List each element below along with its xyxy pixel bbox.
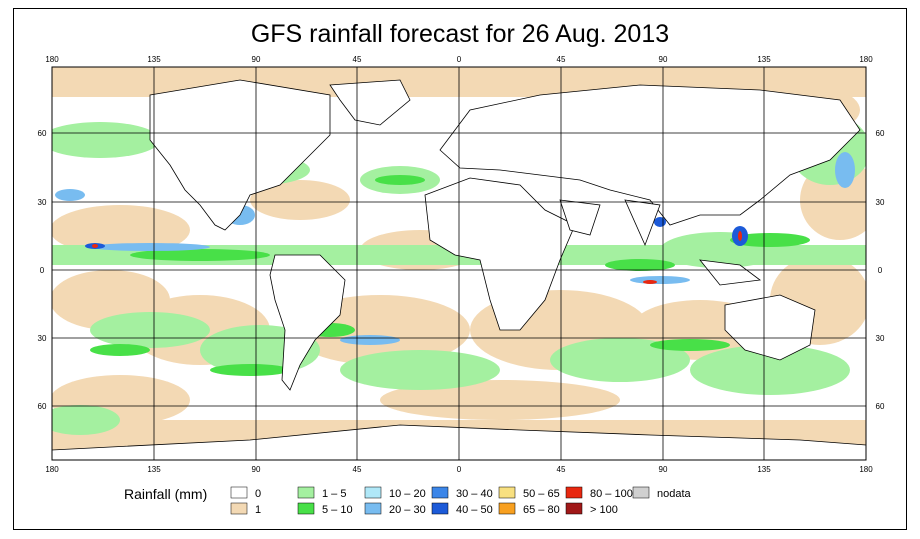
lon-top-label: 180 [859, 55, 873, 64]
legend-label: 50 – 65 [523, 488, 560, 500]
rain-20-30mm-areas [55, 152, 855, 345]
lon-bottom-label: 90 [252, 465, 261, 474]
south-america [269, 254, 346, 391]
legend-swatch [431, 486, 449, 499]
legend-label: 20 – 30 [389, 504, 426, 516]
legend-label: 0 [255, 488, 261, 500]
lat-right-label: 0 [878, 266, 883, 275]
lon-top-label: 90 [252, 55, 261, 64]
legend-swatch [498, 502, 516, 515]
lat-left-labels: 60 30 0 30 60 [38, 129, 47, 411]
legend-swatch [297, 502, 315, 515]
lon-top-label: 45 [557, 55, 566, 64]
legend-swatch [565, 502, 583, 515]
lon-top-label: 90 [659, 55, 668, 64]
legend-label: nodata [657, 488, 692, 500]
legend-swatch [230, 486, 248, 499]
lon-top-labels: 180 135 90 45 0 45 90 135 180 [45, 55, 873, 64]
arabia [559, 199, 601, 236]
lat-right-label: 60 [876, 129, 885, 138]
legend-label: 30 – 40 [456, 488, 493, 500]
map-border [51, 66, 867, 461]
lon-bottom-label: 180 [859, 465, 873, 474]
legend-label: 5 – 10 [322, 504, 353, 516]
lat-left-label: 30 [38, 198, 47, 207]
map-title: GFS rainfall forecast for 26 Aug. 2013 [250, 20, 670, 48]
india [624, 199, 661, 247]
lon-top-label: 180 [45, 55, 59, 64]
legend-label: 10 – 20 [389, 488, 426, 500]
legend-label: > 100 [590, 504, 618, 516]
lat-left-label: 60 [38, 129, 47, 138]
australia [724, 294, 816, 361]
continents [52, 79, 866, 460]
lon-bottom-label: 135 [147, 465, 161, 474]
lon-bottom-label: 45 [353, 465, 362, 474]
lon-bottom-labels: 180 135 90 45 0 45 90 135 180 [45, 465, 873, 474]
lat-right-label: 60 [876, 402, 885, 411]
lat-right-labels: 60 30 0 30 60 [876, 129, 885, 411]
legend-swatch [498, 486, 516, 499]
lon-top-label: 135 [757, 55, 771, 64]
lon-top-label: 0 [457, 55, 462, 64]
lon-bottom-label: 0 [457, 465, 462, 474]
lon-bottom-label: 90 [659, 465, 668, 474]
graticule [52, 67, 866, 460]
lon-bottom-label: 45 [557, 465, 566, 474]
legend-swatch [431, 502, 449, 515]
lat-left-label: 60 [38, 402, 47, 411]
greenland [329, 79, 411, 126]
rain-5-10mm-areas [90, 175, 810, 376]
legend-label: 65 – 80 [523, 504, 560, 516]
legend-swatch [230, 502, 248, 515]
lon-bottom-label: 180 [45, 465, 59, 474]
eurasia [439, 84, 861, 226]
lat-left-label: 0 [40, 266, 45, 275]
legend-label: 40 – 50 [456, 504, 493, 516]
legend-label: 80 – 100 [590, 488, 633, 500]
legend-swatch [364, 502, 382, 515]
lon-top-label: 45 [353, 55, 362, 64]
lat-right-label: 30 [876, 334, 885, 343]
legend-swatch [364, 486, 382, 499]
north-america [149, 79, 331, 231]
legend-swatch [297, 486, 315, 499]
lon-top-label: 135 [147, 55, 161, 64]
rain-80-100mm-areas [92, 231, 742, 284]
legend-label: 1 – 5 [322, 488, 346, 500]
lat-left-label: 30 [38, 334, 47, 343]
legend-label: 1 [255, 504, 261, 516]
lon-bottom-label: 135 [757, 465, 771, 474]
legend-swatch [565, 486, 583, 499]
legend-swatch [632, 486, 650, 499]
rainfall-field [52, 67, 866, 460]
legend-title: Rainfall (mm) [124, 486, 207, 502]
legend: 0 1 1 – 5 5 – 10 10 – 20 20 – 30 30 – 40 40 – 5… [230, 486, 692, 516]
indonesia [699, 259, 762, 286]
lat-right-label: 30 [876, 198, 885, 207]
